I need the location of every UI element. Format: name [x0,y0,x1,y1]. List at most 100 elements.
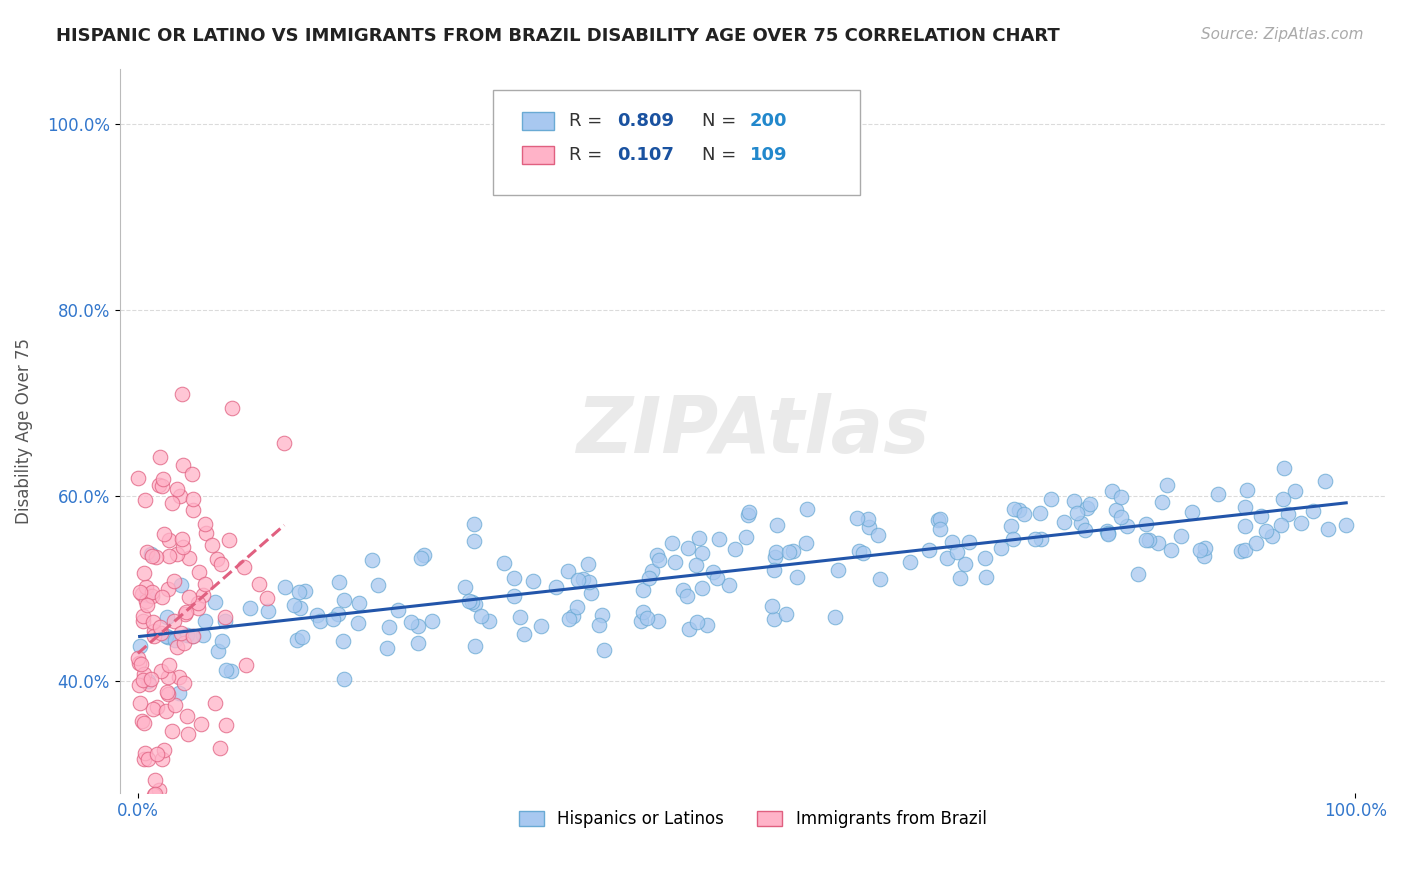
Point [470,608,492,623]
Point [1063,493,1085,508]
Point [463,533,485,548]
Point [181,491,204,506]
Point [706,571,728,585]
Point [1194,541,1216,555]
Point [636,611,658,625]
Point [974,550,997,565]
Point [591,608,613,623]
Point [218,533,240,548]
Point [163,698,186,713]
Point [953,557,976,571]
FancyBboxPatch shape [522,112,554,130]
Point [765,544,787,558]
Point [157,631,180,645]
Point [1313,475,1336,489]
Point [332,593,354,607]
Point [149,665,172,679]
Point [235,658,257,673]
FancyBboxPatch shape [494,90,860,195]
Point [273,436,295,450]
Point [153,743,176,757]
Point [1040,492,1063,507]
Point [288,600,311,615]
Point [128,584,150,599]
Point [287,633,309,648]
Point [1302,504,1324,518]
Point [135,594,157,608]
Point [578,575,600,590]
Point [172,541,194,555]
Point [567,573,589,587]
Point [127,471,149,485]
Point [132,614,155,628]
Point [1097,527,1119,541]
Point [685,558,707,573]
Point [274,580,297,594]
Point [134,746,156,760]
Point [1246,535,1268,549]
Point [361,553,384,567]
Point [824,609,846,624]
Point [132,608,155,623]
Point [918,543,941,558]
Point [463,517,485,532]
Point [128,678,150,692]
Point [131,714,153,728]
Point [143,788,166,802]
Point [1254,524,1277,539]
Point [153,527,176,541]
Point [134,492,156,507]
Point [1024,532,1046,546]
Point [411,551,433,566]
Point [173,607,195,622]
Point [141,589,163,603]
Point [347,596,370,610]
Point [1250,509,1272,524]
Point [155,629,177,643]
Point [150,591,173,605]
Point [579,586,602,600]
Point [1111,509,1133,524]
Point [150,479,173,493]
Point [502,571,524,585]
Point [1074,523,1097,537]
Point [1135,533,1157,547]
Point [1097,525,1119,540]
Point [129,657,152,672]
Point [166,640,188,655]
Point [204,696,226,710]
Point [1274,461,1296,475]
Point [346,615,368,630]
Point [1284,483,1306,498]
Point [146,747,169,762]
Point [1101,483,1123,498]
Point [145,700,167,714]
Point [678,622,700,636]
Point [167,686,190,700]
Point [761,599,783,614]
Point [858,520,880,534]
Point [738,505,761,519]
Point [1152,495,1174,509]
Point [129,697,152,711]
Point [143,773,166,788]
Point [132,752,155,766]
Point [139,548,162,562]
Point [148,477,170,491]
Point [718,578,741,592]
Text: Source: ZipAtlas.com: Source: ZipAtlas.com [1201,27,1364,42]
Point [375,640,398,655]
Point [869,572,891,586]
Point [1066,506,1088,520]
Point [796,502,818,516]
Point [187,565,209,579]
Point [214,609,236,624]
Point [173,675,195,690]
Text: R =: R = [569,146,607,164]
Point [156,582,179,597]
Point [152,472,174,486]
Point [724,541,747,556]
Point [156,610,179,624]
Point [688,531,710,545]
Point [194,577,217,591]
